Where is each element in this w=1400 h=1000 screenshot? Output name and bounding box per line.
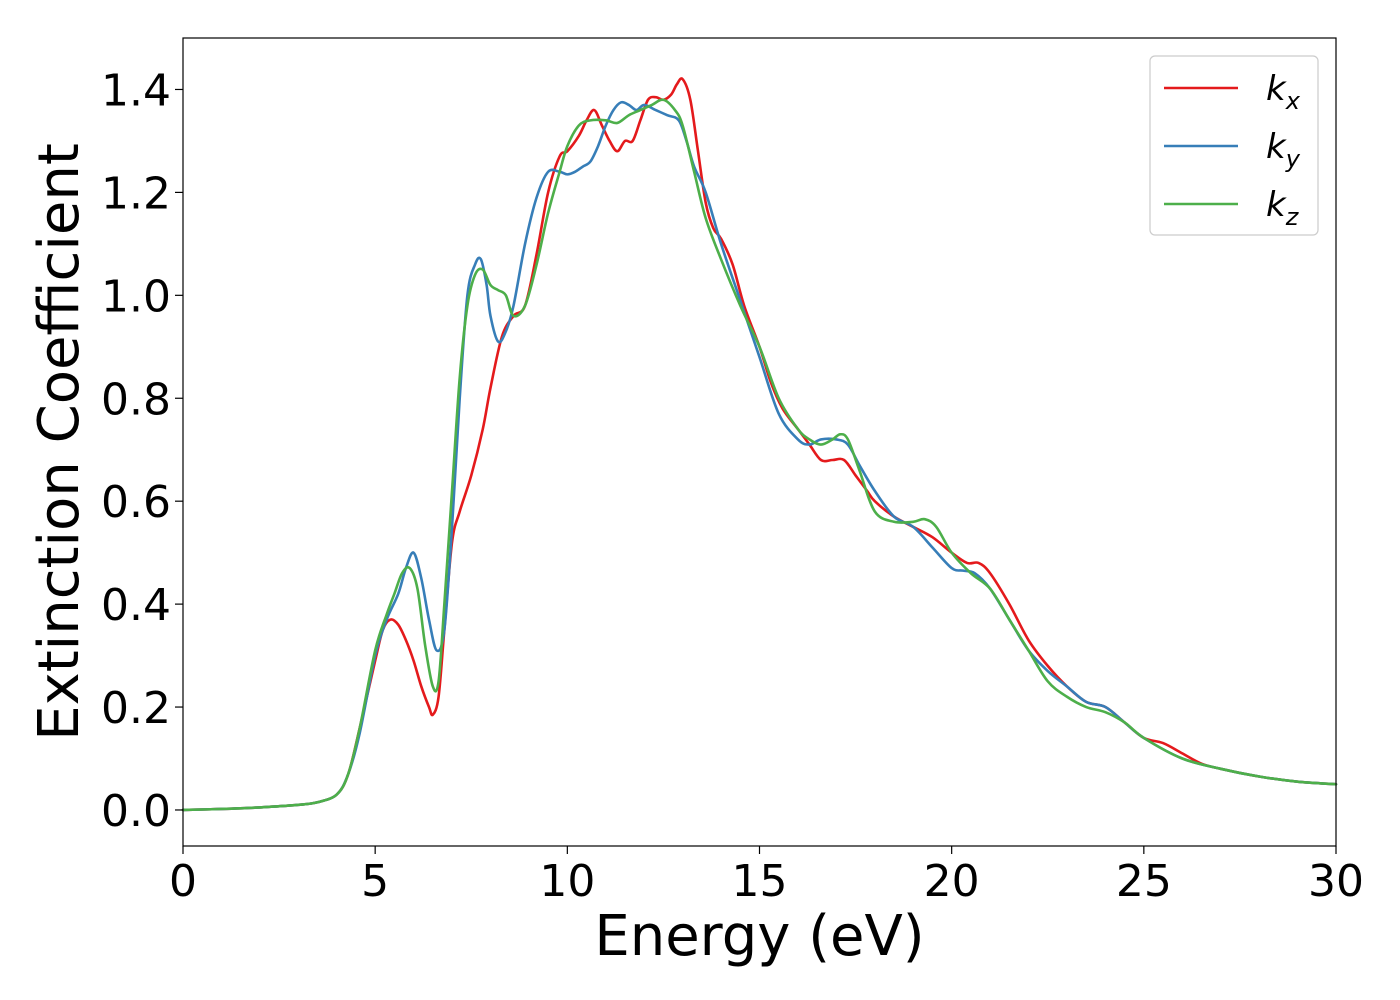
y-tick-label: 0.6 (101, 477, 171, 528)
legend-label-kz: kz (1266, 185, 1300, 231)
x-tick-label: 30 (1308, 856, 1364, 907)
x-tick-label: 5 (361, 856, 389, 907)
y-tick-label: 1.0 (101, 271, 171, 322)
x-tick-label: 15 (732, 856, 788, 907)
x-tick-label: 10 (539, 856, 595, 907)
x-axis: 0 5 10 15 20 25 30 (169, 846, 1364, 907)
y-tick-label: 0.2 (101, 683, 171, 734)
legend-label-kx: kx (1266, 69, 1301, 115)
x-axis-label: Energy (eV) (594, 904, 924, 969)
y-axis: 0.0 0.2 0.4 0.6 0.8 1.0 1.2 1.4 (101, 65, 183, 837)
y-axis-label: Extinction Coefficient (27, 143, 92, 741)
y-tick-label: 0.0 (101, 786, 171, 837)
plot-lines (181, 77, 1338, 812)
y-tick-label: 1.2 (101, 168, 171, 219)
x-tick-label: 0 (169, 856, 197, 907)
legend-label-ky: ky (1266, 127, 1301, 173)
y-tick-label: 0.4 (101, 580, 171, 631)
y-tick-label: 0.8 (101, 374, 171, 425)
x-tick-label: 20 (924, 856, 980, 907)
x-tick-label: 25 (1116, 856, 1172, 907)
legend: kx ky kz (1149, 55, 1319, 236)
y-tick-label: 1.4 (101, 65, 171, 116)
series-line-kz (181, 98, 1338, 812)
